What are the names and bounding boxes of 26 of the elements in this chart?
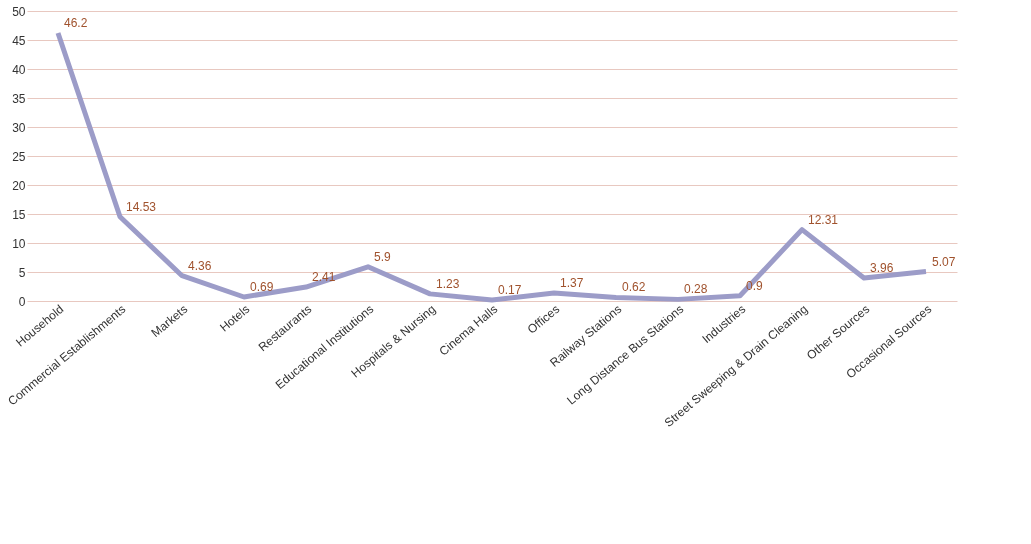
y-tick-label: 25 xyxy=(12,149,26,164)
data-label: 5.07 xyxy=(932,254,956,269)
data-label: 0.62 xyxy=(622,280,646,295)
data-label: 0.69 xyxy=(250,280,274,294)
data-label: 5.9 xyxy=(374,249,392,264)
data-label: 0.9 xyxy=(746,278,764,293)
data-label: 3.96 xyxy=(870,261,894,276)
y-tick-label: 15 xyxy=(12,207,26,222)
y-tick-label: 30 xyxy=(12,120,26,135)
data-label: 0.17 xyxy=(498,283,522,298)
data-label: 1.23 xyxy=(436,276,460,291)
y-tick-label: 45 xyxy=(12,33,26,48)
data-label: 2.41 xyxy=(312,270,336,285)
data-label: 0.28 xyxy=(684,282,708,297)
y-tick-label: 5 xyxy=(18,265,26,280)
y-tick-label: 20 xyxy=(12,178,26,193)
y-tick-label: 50 xyxy=(12,4,26,19)
data-label: 46.2 xyxy=(64,16,88,31)
y-tick-label: 40 xyxy=(12,62,26,77)
y-tick-label: 35 xyxy=(12,91,26,106)
data-label: 14.53 xyxy=(126,199,157,214)
y-tick-label: 0 xyxy=(18,294,26,309)
data-label: 12.31 xyxy=(808,212,839,227)
data-label: 4.36 xyxy=(188,258,212,273)
data-label: 1.37 xyxy=(560,276,584,291)
y-tick-label: 10 xyxy=(12,236,26,251)
